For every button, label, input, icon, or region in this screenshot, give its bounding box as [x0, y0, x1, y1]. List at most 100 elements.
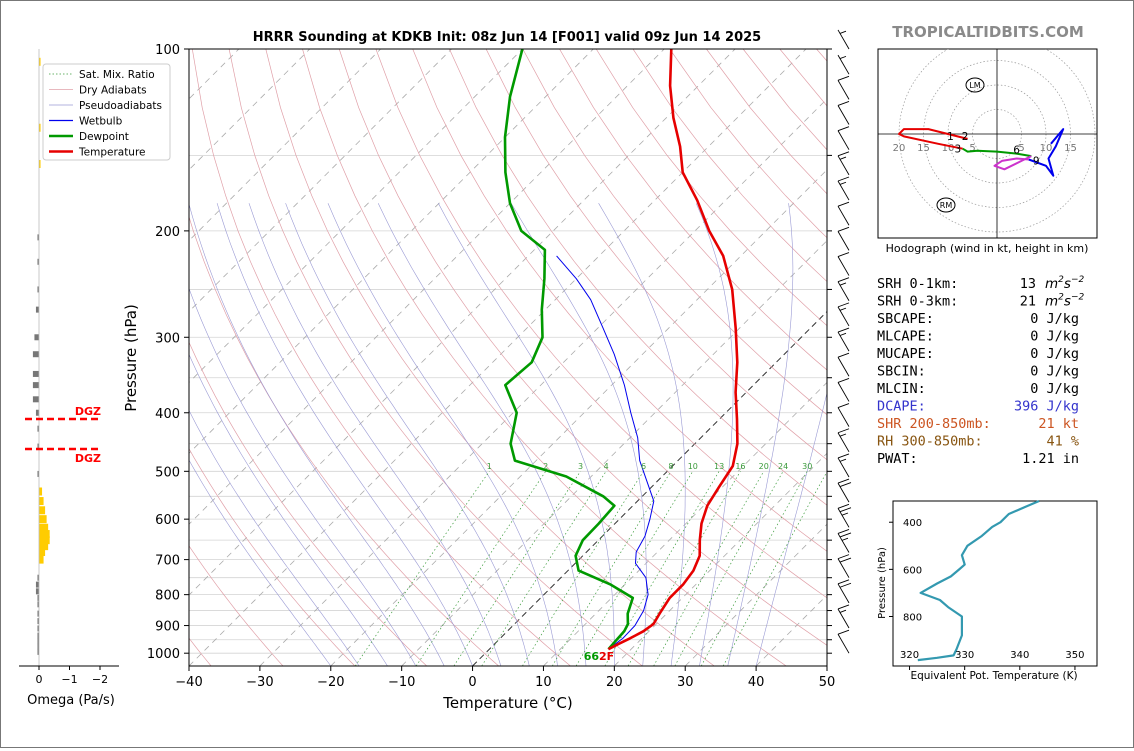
wind-barb: [837, 126, 850, 150]
barb-flag: [837, 201, 850, 207]
skewt-xlabel: Temperature (°C): [442, 694, 572, 712]
hodograph-ring-label: 15: [917, 143, 930, 154]
theta-x-tick-label: 350: [1065, 650, 1084, 661]
barb-flag: [837, 604, 850, 610]
hodograph-segment: [898, 128, 968, 150]
omega-bar: [37, 286, 39, 293]
hodograph-caption: Hodograph (wind in kt, height in km): [886, 242, 1089, 255]
dry-adiabat: [265, 49, 715, 666]
param-label: DCAPE:: [877, 399, 926, 415]
barb-staff: [837, 231, 850, 251]
barb-half-flag: [839, 433, 847, 437]
barb-staff: [837, 432, 850, 453]
y-tick-label: 700: [155, 554, 180, 569]
dry-adiabat: [338, 49, 827, 646]
wind-barb: [837, 151, 850, 176]
param-row: SBCIN: 0 J/kg: [877, 364, 1079, 380]
barb-flag: [837, 226, 850, 232]
omega-bar: [39, 530, 50, 539]
barb-flag: [837, 101, 850, 106]
omega-xlabel: Omega (Pa/s): [27, 693, 115, 708]
site-watermark: TROPICALTIDBITS.COM: [892, 23, 1084, 41]
unit-exp2: −2: [1071, 275, 1085, 285]
theta-y-tick-label: 400: [903, 518, 922, 529]
param-label: SBCAPE:: [877, 311, 934, 327]
hodograph-segment: [993, 155, 1032, 171]
barb-flag: [837, 277, 850, 283]
pseudoadiabat: [598, 203, 686, 666]
barb-flag: [839, 582, 852, 588]
mixing-ratio-line: [551, 471, 672, 666]
pseudoadiabat: [755, 391, 827, 666]
legend-label: Temperature: [78, 147, 146, 159]
y-tick-label: 1000: [147, 647, 180, 662]
param-unit: m2s−2: [1045, 275, 1084, 292]
barb-staff: [837, 457, 850, 478]
theta-e-frame: [892, 500, 1098, 667]
barb-staff: [837, 356, 850, 377]
theta-e-panel: 320 330 340 350 400 600 800 Equivalent Pot. Te…: [877, 499, 1098, 682]
skewt-ticks: −40 −30 −20 −10 0 10 20 30 40 50 100 200 300 400 500 60…: [147, 43, 835, 690]
barb-flag: [837, 327, 850, 333]
mixing-ratio-label: 2: [543, 462, 548, 471]
dry-adiabat: [191, 49, 571, 666]
omega-bar: [37, 638, 39, 645]
barb-staff: [837, 29, 850, 50]
barb-staff: [837, 306, 850, 327]
mixing-ratio-label: 8: [668, 462, 673, 471]
barb-flag: [837, 176, 850, 182]
pseudoadiabat: [189, 287, 417, 666]
omega-bar: [37, 618, 39, 625]
pseudoadiabat: [438, 203, 615, 666]
y-tick-label: 400: [155, 407, 180, 422]
param-value: 21: [1020, 294, 1036, 310]
omega-bar: [37, 574, 39, 581]
barb-flag: [839, 507, 852, 513]
param-label: SRH 0-3km:: [877, 294, 958, 310]
param-label: MLCAPE:: [877, 329, 934, 345]
param-row: RH 300-850mb: 41 %: [877, 434, 1079, 450]
barb-flag: [837, 75, 850, 81]
param-row: MLCIN: 0 J/kg: [877, 381, 1079, 397]
omega-bar: [39, 57, 41, 66]
barb-half-flag: [839, 307, 847, 311]
omega-bar: [32, 370, 39, 377]
param-label: RH 300-850mb:: [877, 434, 983, 450]
param-row: SHR 200-850mb: 21 kt: [877, 416, 1079, 432]
omega-bars: [32, 49, 50, 666]
mixing-ratio-line: [481, 471, 607, 666]
param-label: MUCAPE:: [877, 346, 934, 362]
omega-bar: [37, 643, 39, 650]
omega-ticks: 0 −1 −2: [36, 666, 108, 686]
mixing-ratio-label: 30: [802, 462, 812, 471]
hodograph-height-label: 1: [947, 131, 954, 143]
skewt-frame: [188, 48, 828, 667]
barb-half-flag: [839, 332, 847, 336]
param-unit: m2s−2: [1045, 293, 1084, 310]
barb-flag: [837, 629, 850, 635]
hodograph-ring-label: 5: [969, 143, 975, 154]
omega-bar: [32, 382, 39, 389]
pseudoadiabat: [727, 203, 794, 666]
x-tick-label: 30: [677, 675, 694, 690]
theta-y-tick-label: 600: [903, 565, 922, 576]
barb-flag: [839, 557, 852, 563]
omega-bar: [37, 443, 39, 450]
barb-flag: [837, 302, 850, 308]
barb-flag: [837, 579, 850, 585]
omega-tick-label: −2: [92, 673, 108, 686]
mixing-ratio-label: 4: [604, 462, 609, 471]
theta-e-ticks: 320 330 340 350 400 600 800: [889, 518, 1084, 670]
hodograph-ring-label: 10: [942, 143, 955, 154]
omega-tick-label: −1: [61, 673, 77, 686]
mixing-ratio-label: 20: [759, 462, 769, 471]
barb-staff: [837, 180, 850, 201]
wind-barb: [837, 327, 850, 352]
hodograph-height-label: 2: [962, 131, 969, 143]
wind-barb: [837, 277, 850, 301]
theta-x-tick-label: 340: [1010, 650, 1029, 661]
legend-box: [42, 63, 171, 161]
x-tick-label: −10: [388, 675, 415, 690]
unit-base: m: [1045, 276, 1058, 292]
